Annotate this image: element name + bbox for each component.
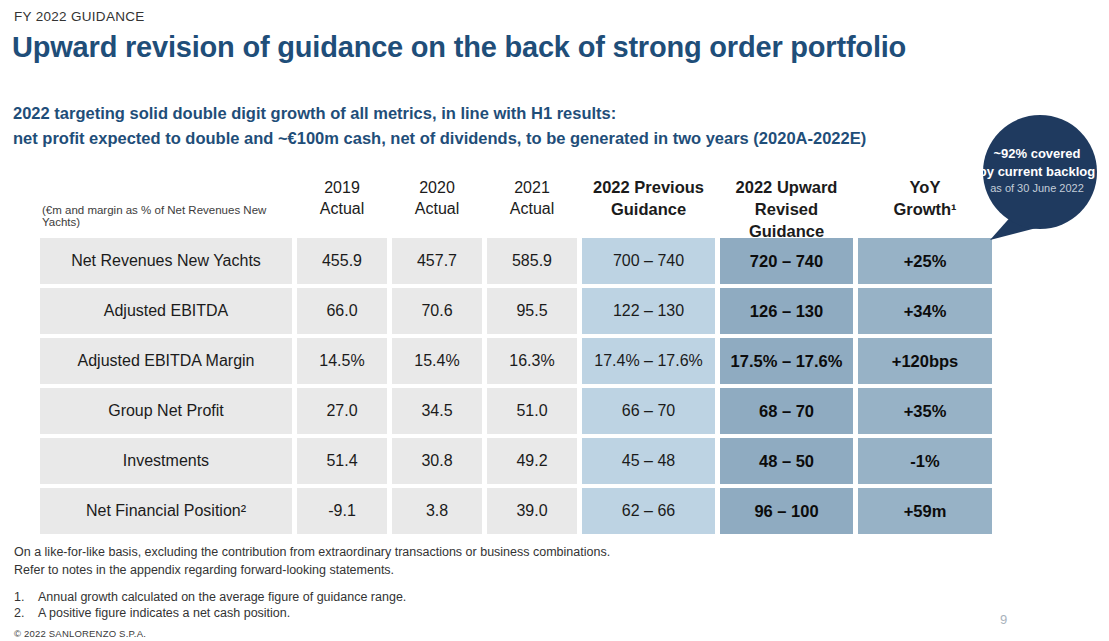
cell-2019: 66.0 xyxy=(297,288,387,334)
badge-line-2: by current backlog xyxy=(972,163,1102,180)
cell-yoy-growth: +34% xyxy=(858,288,992,334)
subtitle-line-1: 2022 targeting solid double digit growth… xyxy=(13,101,866,126)
guidance-table: (€m and margin as % of Net Revenues New … xyxy=(40,172,992,534)
cell-revised-guidance: 126 – 130 xyxy=(720,288,853,334)
cell-2020: 15.4% xyxy=(392,338,482,384)
badge-text: ~92% covered by current backlog as of 30… xyxy=(972,145,1102,196)
row-label: Group Net Profit xyxy=(40,388,292,434)
slide-eyebrow: FY 2022 GUIDANCE xyxy=(14,9,145,24)
backlog-coverage-badge: ~92% covered by current backlog as of 30… xyxy=(972,112,1106,247)
cell-revised-guidance: 17.5% – 17.6% xyxy=(720,338,853,384)
cell-2019: 455.9 xyxy=(297,238,387,284)
column-header-revised-guidance: 2022 Upward Revised Guidance xyxy=(720,172,853,234)
cell-2021: 95.5 xyxy=(487,288,577,334)
cell-yoy-growth: +59m xyxy=(858,488,992,534)
cell-previous-guidance: 45 – 48 xyxy=(582,438,715,484)
column-header-2020-actual: 2020 Actual xyxy=(392,172,482,234)
row-label: Net Financial Position² xyxy=(40,488,292,534)
column-header-previous-guidance: 2022 Previous Guidance xyxy=(582,172,715,234)
badge-line-3: as of 30 June 2022 xyxy=(972,180,1102,196)
subtitle-line-2: net profit expected to double and ~€100m… xyxy=(13,126,866,151)
cell-previous-guidance: 62 – 66 xyxy=(582,488,715,534)
page-title: Upward revision of guidance on the back … xyxy=(12,31,906,64)
cell-2019: 14.5% xyxy=(297,338,387,384)
cell-2020: 70.6 xyxy=(392,288,482,334)
cell-revised-guidance: 68 – 70 xyxy=(720,388,853,434)
cell-2021: 39.0 xyxy=(487,488,577,534)
cell-yoy-growth: +35% xyxy=(858,388,992,434)
cell-2020: 30.8 xyxy=(392,438,482,484)
cell-2021: 49.2 xyxy=(487,438,577,484)
cell-2020: 3.8 xyxy=(392,488,482,534)
row-label: Investments xyxy=(40,438,292,484)
slide: FY 2022 GUIDANCE Upward revision of guid… xyxy=(0,0,1109,641)
cell-2019: 51.4 xyxy=(297,438,387,484)
cell-yoy-growth: -1% xyxy=(858,438,992,484)
row-label: Net Revenues New Yachts xyxy=(40,238,292,284)
footnotes: On a like-for-like basis, excluding the … xyxy=(14,545,610,582)
footnote-line-1: On a like-for-like basis, excluding the … xyxy=(14,545,610,560)
cell-revised-guidance: 96 – 100 xyxy=(720,488,853,534)
footnote-line-2: Refer to notes in the appendix regarding… xyxy=(14,563,610,578)
row-label: Adjusted EBITDA xyxy=(40,288,292,334)
cell-2020: 34.5 xyxy=(392,388,482,434)
numbered-footnote: 1. Annual growth calculated on the avera… xyxy=(14,590,406,604)
column-header-2019-actual: 2019 Actual xyxy=(297,172,387,234)
cell-revised-guidance: 48 – 50 xyxy=(720,438,853,484)
cell-previous-guidance: 66 – 70 xyxy=(582,388,715,434)
cell-revised-guidance: 720 – 740 xyxy=(720,238,853,284)
column-header-2021-actual: 2021 Actual xyxy=(487,172,577,234)
cell-yoy-growth: +120bps xyxy=(858,338,992,384)
copyright-notice: © 2022 SANLORENZO S.P.A. xyxy=(14,628,146,639)
numbered-footnote: 2. A positive figure indicates a net cas… xyxy=(14,606,406,620)
slide-subtitle: 2022 targeting solid double digit growth… xyxy=(13,101,866,151)
cell-previous-guidance: 122 – 130 xyxy=(582,288,715,334)
row-label: Adjusted EBITDA Margin xyxy=(40,338,292,384)
table-unit-note: (€m and margin as % of Net Revenues New … xyxy=(40,172,292,234)
cell-previous-guidance: 17.4% – 17.6% xyxy=(582,338,715,384)
cell-2021: 585.9 xyxy=(487,238,577,284)
page-number: 9 xyxy=(1000,612,1007,627)
cell-2020: 457.7 xyxy=(392,238,482,284)
numbered-footnotes: 1. Annual growth calculated on the avera… xyxy=(14,590,406,622)
cell-2019: 27.0 xyxy=(297,388,387,434)
cell-previous-guidance: 700 – 740 xyxy=(582,238,715,284)
cell-2019: -9.1 xyxy=(297,488,387,534)
cell-2021: 16.3% xyxy=(487,338,577,384)
badge-line-1: ~92% covered xyxy=(972,145,1102,163)
cell-2021: 51.0 xyxy=(487,388,577,434)
